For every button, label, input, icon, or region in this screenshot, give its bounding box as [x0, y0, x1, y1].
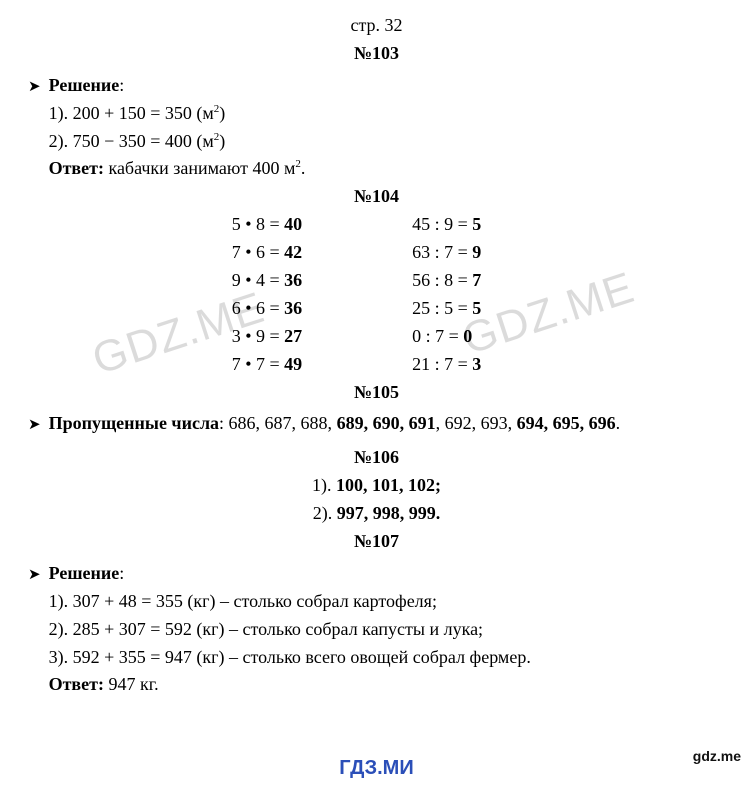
answer-text-103b: . — [301, 158, 306, 178]
eq-l-3-ans: 36 — [284, 298, 302, 318]
eq-l-5-ans: 49 — [284, 354, 302, 374]
line-103-2b: ) — [219, 131, 225, 151]
eq-l-0: 5 • 8 = 40 — [232, 211, 302, 239]
eq-l-5-lhs: 7 • 7 = — [232, 354, 284, 374]
line-107-1: 1). 307 + 48 = 355 (кг) – столько собрал… — [49, 588, 725, 616]
line-107-2: 2). 285 + 307 = 592 (кг) – столько собра… — [49, 616, 725, 644]
bullet-arrow-icon: ➤ — [28, 564, 41, 587]
eq-l-2: 9 • 4 = 36 — [232, 267, 302, 295]
answer-103: Ответ: кабачки занимают 400 м2. — [49, 155, 725, 183]
eq-r-3: 25 : 5 = 5 — [412, 295, 481, 323]
eq-r-2-ans: 7 — [472, 270, 481, 290]
heading-103: №103 — [28, 40, 725, 68]
line-106-2-pre: 2). — [313, 503, 337, 523]
footer-domain: gdz.me — [693, 746, 741, 768]
eq-l-3: 6 • 6 = 36 — [232, 295, 302, 323]
eq-r-4: 0 : 7 = 0 — [412, 323, 481, 351]
eq-l-1-lhs: 7 • 6 = — [232, 242, 284, 262]
line-103-1b: ) — [219, 103, 225, 123]
line-107-3: 3). 592 + 355 = 947 (кг) – столько всего… — [49, 644, 725, 672]
seq-105-d: 694, 695, 696 — [517, 413, 616, 433]
line-103-2: 2). 750 − 350 = 400 (м2) — [49, 128, 725, 156]
eq-l-4-ans: 27 — [284, 326, 302, 346]
eq-r-0-lhs: 45 : 9 = — [412, 214, 472, 234]
seq-105-c: , 692, 693, — [436, 413, 517, 433]
eq-r-4-ans: 0 — [463, 326, 472, 346]
heading-106: №106 — [28, 444, 725, 472]
answer-label-107: Ответ: — [49, 674, 104, 694]
colon-103: : — [119, 75, 124, 95]
eq-l-4-lhs: 3 • 9 = — [232, 326, 284, 346]
seq-105-e: . — [616, 413, 621, 433]
heading-104: №104 — [28, 183, 725, 211]
answer-text-107: 947 кг. — [104, 674, 159, 694]
eq-r-1: 63 : 7 = 9 — [412, 239, 481, 267]
eq-l-2-lhs: 9 • 4 = — [232, 270, 284, 290]
eq-l-4: 3 • 9 = 27 — [232, 323, 302, 351]
seq-105-a: : 686, 687, 688, — [219, 413, 337, 433]
eq-r-5-lhs: 21 : 7 = — [412, 354, 472, 374]
content-107: Решение: 1). 307 + 48 = 355 (кг) – столь… — [49, 560, 725, 699]
eq-l-2-ans: 36 — [284, 270, 302, 290]
line-103-2a: 2). 750 − 350 = 400 (м — [49, 131, 214, 151]
eq-r-2: 56 : 8 = 7 — [412, 267, 481, 295]
bullet-arrow-icon: ➤ — [28, 414, 41, 437]
eq-r-2-lhs: 56 : 8 = — [412, 270, 472, 290]
heading-105: №105 — [28, 379, 725, 407]
eq-r-4-lhs: 0 : 7 = — [412, 326, 463, 346]
eq-r-0: 45 : 9 = 5 — [412, 211, 481, 239]
eq-l-1-ans: 42 — [284, 242, 302, 262]
line-106-1-b: 100, 101, 102; — [336, 475, 441, 495]
eq-r-3-lhs: 25 : 5 = — [412, 298, 472, 318]
content-103: Решение: 1). 200 + 150 = 350 (м2) 2). 75… — [49, 72, 725, 184]
line-106-2-b: 997, 998, 999. — [337, 503, 441, 523]
eq-r-3-ans: 5 — [472, 298, 481, 318]
seq-105-b: 689, 690, 691 — [337, 413, 436, 433]
line-103-1a: 1). 200 + 150 = 350 (м — [49, 103, 214, 123]
eq-r-1-lhs: 63 : 7 = — [412, 242, 472, 262]
page-reference: стр. 32 — [28, 12, 725, 40]
bullet-arrow-icon: ➤ — [28, 76, 41, 99]
label-105: Пропущенные числа — [49, 413, 219, 433]
label-solution-103: Решение — [49, 75, 120, 95]
block-105: ➤ Пропущенные числа: 686, 687, 688, 689,… — [28, 410, 725, 438]
line-106-2: 2). 997, 998, 999. — [28, 500, 725, 528]
content-105: Пропущенные числа: 686, 687, 688, 689, 6… — [49, 410, 725, 438]
col-104-left: 5 • 8 = 40 7 • 6 = 42 9 • 4 = 36 6 • 6 =… — [232, 211, 302, 378]
line-106-1-pre: 1). — [312, 475, 336, 495]
eq-l-0-ans: 40 — [284, 214, 302, 234]
line-106-1: 1). 100, 101, 102; — [28, 472, 725, 500]
answer-text-103a: кабачки занимают 400 м — [104, 158, 295, 178]
eq-l-1: 7 • 6 = 42 — [232, 239, 302, 267]
block-103: ➤ Решение: 1). 200 + 150 = 350 (м2) 2). … — [28, 72, 725, 184]
block-107: ➤ Решение: 1). 307 + 48 = 355 (кг) – сто… — [28, 560, 725, 699]
block-104: 5 • 8 = 40 7 • 6 = 42 9 • 4 = 36 6 • 6 =… — [0, 211, 725, 378]
eq-l-0-lhs: 5 • 8 = — [232, 214, 284, 234]
eq-r-0-ans: 5 — [472, 214, 481, 234]
col-104-right: 45 : 9 = 5 63 : 7 = 9 56 : 8 = 7 25 : 5 … — [412, 211, 481, 378]
line-103-1: 1). 200 + 150 = 350 (м2) — [49, 100, 725, 128]
eq-l-5: 7 • 7 = 49 — [232, 351, 302, 379]
eq-r-5: 21 : 7 = 3 — [412, 351, 481, 379]
answer-label-103: Ответ: — [49, 158, 104, 178]
label-solution-107: Решение — [49, 563, 120, 583]
answer-107: Ответ: 947 кг. — [49, 671, 725, 699]
eq-l-3-lhs: 6 • 6 = — [232, 298, 284, 318]
eq-r-5-ans: 3 — [472, 354, 481, 374]
heading-107: №107 — [28, 528, 725, 556]
eq-r-1-ans: 9 — [472, 242, 481, 262]
footer-brand: ГДЗ.МИ — [0, 753, 753, 784]
colon-107: : — [119, 563, 124, 583]
